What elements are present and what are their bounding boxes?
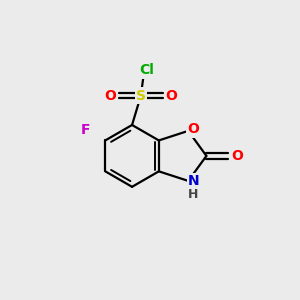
Text: H: H <box>188 188 199 201</box>
Text: O: O <box>105 88 116 103</box>
Text: O: O <box>231 149 243 163</box>
Text: S: S <box>136 88 146 103</box>
Text: O: O <box>188 122 200 136</box>
Text: O: O <box>165 88 177 103</box>
Text: N: N <box>188 174 199 188</box>
Text: F: F <box>81 123 91 137</box>
Text: Cl: Cl <box>139 64 154 77</box>
